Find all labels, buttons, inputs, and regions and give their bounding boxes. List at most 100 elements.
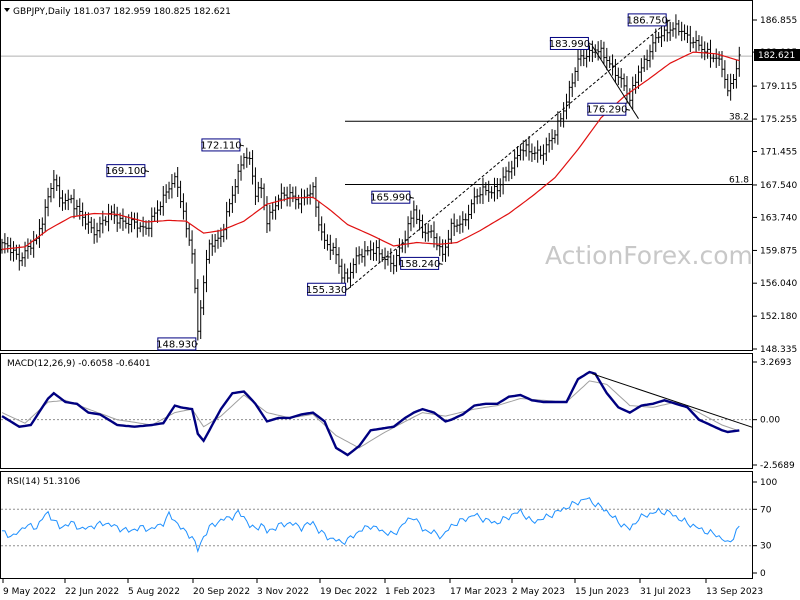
price-bar (737, 46, 741, 77)
annotation-box (157, 337, 197, 351)
price-bar (184, 202, 188, 238)
price-bar (519, 145, 522, 161)
annotation-box (371, 190, 411, 204)
price-bar (521, 140, 525, 161)
price-bar (311, 182, 315, 199)
price-bar (72, 189, 76, 219)
price-bar (75, 199, 79, 216)
price-bar (55, 174, 59, 192)
price-bar (389, 248, 393, 272)
watermark: ActionForex.com (545, 241, 753, 270)
date-axis-label: 31 Jul 2023 (640, 587, 691, 597)
price-bar (513, 150, 517, 176)
price-bar (472, 187, 476, 214)
price-axis-label: 171.455 (760, 148, 797, 158)
price-axis-label: 152.180 (760, 312, 797, 322)
macd-label: MACD(12,26,9) -0.6058 -0.6401 (7, 359, 151, 369)
price-bar (285, 186, 289, 207)
price-bar (645, 49, 649, 71)
price-bar (360, 248, 364, 263)
price-bar (340, 258, 344, 286)
price-bar (588, 45, 591, 62)
price-bar (159, 201, 162, 216)
price-bar (567, 80, 571, 109)
date-axis-label: 22 Jun 2022 (65, 587, 119, 597)
date-axis-label: 5 Aug 2022 (128, 587, 180, 597)
price-bar (69, 194, 73, 204)
price-bar (579, 48, 583, 67)
price-bar (449, 218, 453, 244)
annotation-label: 183.990 (549, 39, 590, 50)
price-bar (205, 249, 208, 293)
price-bar (245, 147, 249, 168)
price-bar (412, 200, 416, 228)
price-bar (331, 242, 335, 255)
price-bar (17, 244, 21, 271)
price-bar (351, 258, 355, 279)
annotation-box (627, 13, 667, 27)
price-bar (585, 47, 589, 68)
collapse-triangle-icon[interactable] (4, 8, 10, 12)
price-bar (683, 24, 686, 41)
price-bar (665, 21, 669, 42)
date-axis-label: 1 Feb 2023 (385, 587, 435, 597)
price-bar (38, 219, 41, 248)
price-bar (611, 54, 614, 76)
price-bar (317, 200, 321, 232)
price-bar (542, 144, 545, 165)
date-axis-label: 19 Dec 2022 (320, 587, 378, 597)
price-bar (334, 238, 338, 265)
price-bar (46, 187, 50, 217)
annotation-leader (588, 42, 593, 45)
price-bar (631, 76, 635, 110)
price-bar (133, 212, 136, 230)
price-bar (616, 67, 620, 86)
price-bar (216, 229, 220, 249)
price-bar (190, 230, 194, 264)
price-bar (691, 37, 695, 49)
price-axis-label: 167.540 (760, 181, 797, 191)
price-bar (507, 161, 511, 182)
fib-level-label: 61.8 (729, 175, 749, 185)
rsi-layer (1, 497, 752, 554)
price-bar (386, 250, 390, 266)
price-bar (706, 42, 709, 59)
price-bar (124, 215, 128, 229)
annotation-leader (239, 144, 245, 147)
price-bar (464, 213, 468, 227)
annotation-label: 186.750 (626, 15, 667, 26)
price-bar (98, 216, 102, 238)
rsi-axis-label: 0 (760, 569, 766, 579)
macd-signal-line (1, 380, 740, 449)
price-bar (144, 220, 148, 235)
price-bar (179, 180, 182, 209)
price-bar (605, 47, 609, 71)
price-bar (225, 201, 229, 240)
price-bar (207, 239, 211, 264)
price-bar (697, 35, 701, 51)
price-bar (576, 49, 580, 81)
annotation-leader (625, 108, 630, 111)
price-bar (735, 59, 738, 89)
price-bar (651, 34, 655, 60)
price-bar (732, 74, 735, 89)
price-bar (671, 22, 675, 37)
price-bar (562, 102, 565, 128)
annotation-leader (144, 170, 150, 173)
price-bar (366, 246, 370, 256)
price-bar (657, 31, 661, 43)
price-bar (242, 153, 246, 170)
price-bar (530, 143, 534, 162)
price-bar (639, 58, 643, 82)
price-bar (668, 21, 672, 41)
annotation-label: 176.290 (586, 105, 627, 116)
price-bar (12, 241, 15, 262)
chart-header: GBPJPY,Daily 181.037 182.959 180.825 182… (13, 7, 231, 17)
price-axis-label: 186.855 (760, 16, 797, 26)
annotation-leader (666, 19, 671, 22)
price-bar (495, 178, 499, 200)
price-bar (539, 145, 542, 160)
price-bar (271, 202, 275, 220)
price-bar (199, 300, 203, 340)
price-bar (254, 167, 257, 205)
